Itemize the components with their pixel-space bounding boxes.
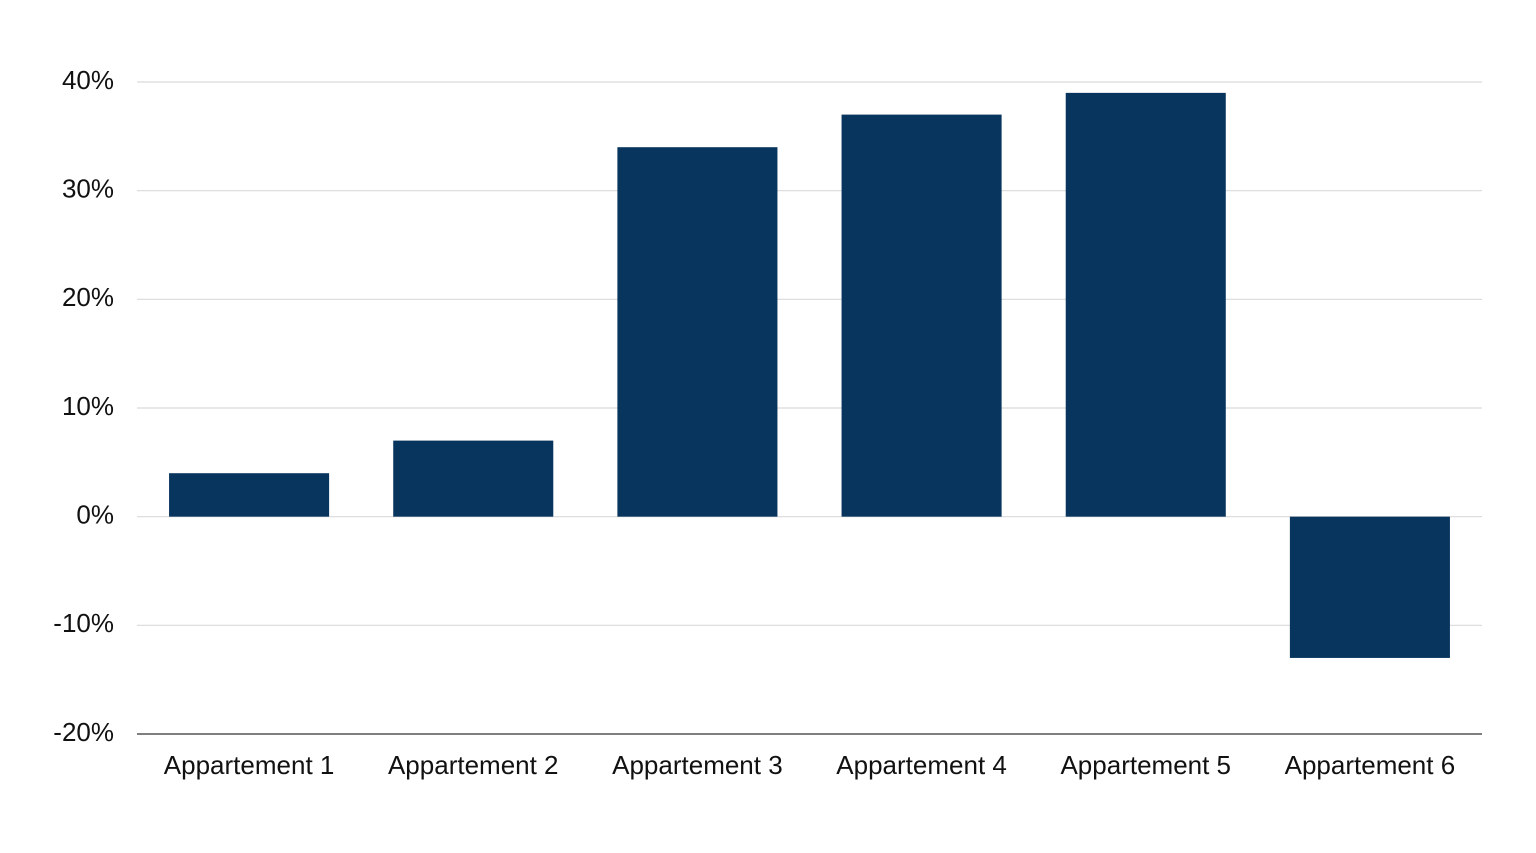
y-tick-label: 40%	[62, 65, 114, 95]
x-tick-label: Appartement 2	[388, 750, 559, 780]
x-tick-label: Appartement 1	[164, 750, 335, 780]
bar	[617, 147, 778, 517]
y-tick-label: 30%	[62, 174, 114, 204]
y-tick-label: -10%	[53, 608, 114, 638]
y-tick-label: 10%	[62, 391, 114, 421]
bar	[1289, 516, 1450, 658]
x-tick-label: Appartement 6	[1285, 750, 1456, 780]
x-tick-label: Appartement 5	[1060, 750, 1231, 780]
bar	[393, 440, 554, 517]
y-tick-label: 0%	[76, 500, 114, 530]
bar	[169, 473, 330, 517]
x-tick-label: Appartement 4	[836, 750, 1007, 780]
bar	[841, 114, 1002, 517]
x-tick-label: Appartement 3	[612, 750, 783, 780]
y-tick-label: 20%	[62, 282, 114, 312]
y-tick-label: -20%	[53, 717, 114, 747]
bar	[1065, 92, 1226, 517]
